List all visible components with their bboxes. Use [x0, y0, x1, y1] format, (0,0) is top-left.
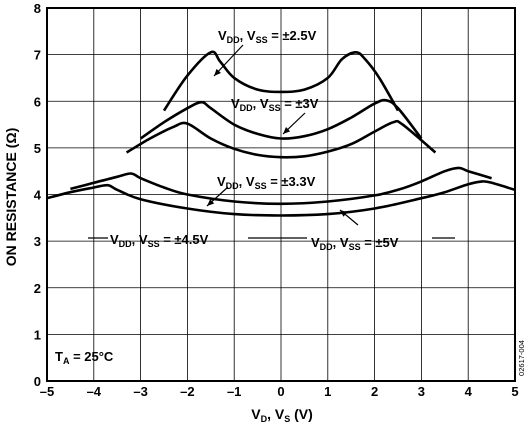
x-tick-label: –3 [133, 384, 147, 399]
curve-3v [139, 98, 423, 140]
x-tick-label: 0 [277, 384, 284, 399]
temperature-annotation: TA = 25°C [55, 349, 114, 366]
y-tick-label: 6 [34, 94, 41, 109]
label-arrows [88, 44, 455, 239]
arrow-3v-head [283, 126, 291, 134]
y-tick-label: 7 [34, 48, 41, 63]
label-2p5v: VDD, VSS = ±2.5V [218, 28, 317, 45]
x-tick-label: –1 [227, 384, 241, 399]
x-tick-label: –2 [180, 384, 194, 399]
arrow-2p5v [213, 44, 244, 77]
x-tick-label: 3 [418, 384, 425, 399]
y-tick-label: 8 [34, 1, 41, 16]
x-tick-label: 1 [324, 384, 331, 399]
arrow-4p5v-head [207, 199, 215, 206]
curves [46, 50, 516, 217]
x-axis-title: VD, VS (V) [251, 406, 313, 424]
y-tick-label: 1 [34, 327, 41, 342]
x-tick-label: 4 [465, 384, 473, 399]
y-tick-label: 0 [34, 374, 41, 389]
y-tick-label: 3 [34, 234, 41, 249]
plot-frame [46, 7, 516, 382]
x-tick-label: –4 [87, 384, 102, 399]
x-tick-label: 2 [371, 384, 378, 399]
label-4p5v: VDD, VSS = ±4.5V [110, 232, 209, 249]
x-tick-label: –5 [40, 384, 54, 399]
y-tick-label: 2 [34, 281, 41, 296]
x-tick-label: 5 [511, 384, 518, 399]
label-3p3v: VDD, VSS = ±3.3V [217, 174, 316, 191]
document-number: 02617-004 [517, 340, 526, 376]
arrow-2p5v-head [214, 68, 221, 76]
grid [47, 8, 515, 381]
curve-3p3v [125, 119, 437, 159]
curve-2p5v [162, 50, 400, 112]
y-tick-label: 5 [34, 141, 41, 156]
arrow-5v-head [340, 210, 348, 217]
label-5v: VDD, VSS = ±5V [311, 235, 399, 252]
curve-4p5v [70, 166, 492, 206]
label-3v: VDD, VSS = ±3V [231, 96, 319, 113]
curve-5v [46, 180, 516, 217]
tick-labels: –5 –4 –3 –2 –1 0 1 2 3 4 5 0 1 2 3 4 5 6 7 8 [34, 1, 519, 399]
y-tick-label: 4 [34, 188, 42, 203]
y-axis-title: ON RESISTANCE (Ω) [3, 128, 19, 267]
